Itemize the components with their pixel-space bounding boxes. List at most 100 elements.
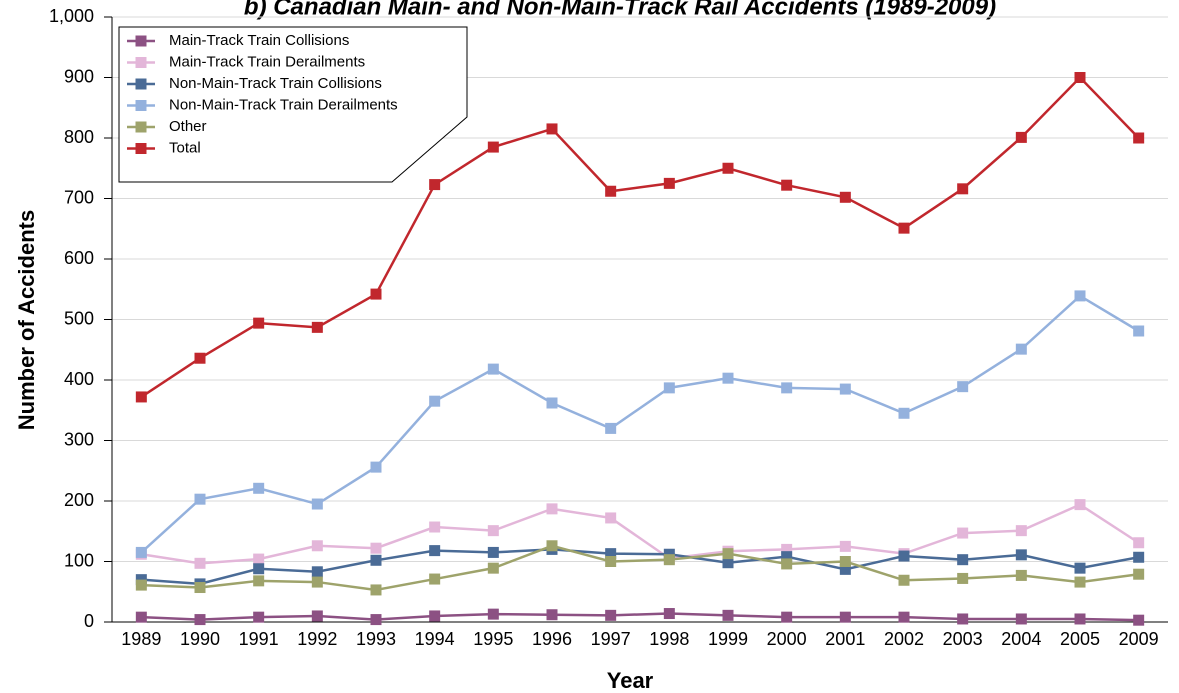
marker <box>487 546 499 558</box>
x-tick-label: 1999 <box>708 629 748 649</box>
marker <box>898 222 910 234</box>
marker <box>722 609 734 621</box>
legend-label: Main-Track Train Collisions <box>169 32 349 49</box>
marker <box>1015 549 1027 561</box>
marker <box>957 572 969 584</box>
marker <box>135 611 147 623</box>
legend-swatch <box>135 121 147 133</box>
marker <box>194 614 206 626</box>
marker <box>253 611 265 623</box>
marker <box>429 610 441 622</box>
marker <box>311 576 323 588</box>
marker <box>253 553 265 565</box>
marker <box>429 545 441 557</box>
marker <box>1015 131 1027 143</box>
marker <box>487 141 499 153</box>
marker <box>839 563 851 575</box>
marker <box>1133 325 1145 337</box>
marker <box>311 498 323 510</box>
marker <box>429 179 441 191</box>
marker <box>605 548 617 560</box>
legend-swatch <box>135 35 147 47</box>
legend-swatch <box>135 100 147 111</box>
x-tick-label: 1990 <box>180 629 220 649</box>
marker <box>663 608 675 620</box>
x-tick-label: 1993 <box>356 629 396 649</box>
marker <box>781 558 793 570</box>
legend-swatch <box>135 57 147 68</box>
y-tick-label: 800 <box>64 127 94 147</box>
marker <box>487 608 499 620</box>
marker <box>957 381 969 393</box>
marker <box>546 503 558 515</box>
marker <box>781 551 793 563</box>
series-line <box>141 544 1139 592</box>
legend-label: Other <box>169 118 207 135</box>
marker <box>1074 499 1086 511</box>
y-tick-label: 500 <box>64 308 94 328</box>
marker <box>429 573 441 585</box>
x-tick-label: 1998 <box>649 629 689 649</box>
marker <box>839 191 851 203</box>
marker <box>1133 132 1145 144</box>
marker <box>135 546 147 558</box>
marker <box>311 610 323 622</box>
marker <box>1015 525 1027 537</box>
x-tick-label: 2001 <box>825 629 865 649</box>
x-tick-label: 2000 <box>767 629 807 649</box>
marker <box>253 575 265 587</box>
marker <box>135 579 147 591</box>
marker <box>311 540 323 552</box>
marker <box>311 321 323 333</box>
marker <box>957 613 969 625</box>
marker <box>663 382 675 394</box>
y-tick-label: 100 <box>64 550 94 570</box>
marker <box>370 542 382 554</box>
marker <box>839 611 851 623</box>
marker <box>429 521 441 533</box>
marker <box>663 177 675 189</box>
marker <box>487 363 499 375</box>
x-tick-label: 1996 <box>532 629 572 649</box>
x-tick-label: 1991 <box>239 629 279 649</box>
legend-label: Non-Main-Track Train Derailments <box>169 96 398 113</box>
marker <box>605 556 617 567</box>
marker <box>605 512 617 524</box>
marker <box>1074 613 1086 625</box>
marker <box>1015 613 1027 625</box>
marker <box>1015 343 1027 355</box>
legend-box <box>118 26 468 183</box>
marker <box>722 557 734 569</box>
legend-swatch <box>135 78 147 90</box>
y-tick-label: 900 <box>64 66 94 86</box>
marker <box>781 611 793 623</box>
y-tick-label: 300 <box>64 429 94 449</box>
marker <box>546 540 558 552</box>
marker <box>370 614 382 626</box>
marker <box>957 554 969 566</box>
marker <box>839 540 851 552</box>
marker <box>898 574 910 586</box>
x-tick-label: 1989 <box>121 629 161 649</box>
series-line <box>141 612 1139 622</box>
marker <box>546 609 558 621</box>
legend-label: Total <box>169 139 201 156</box>
marker <box>1015 569 1027 581</box>
marker <box>253 482 265 494</box>
marker <box>839 383 851 395</box>
marker <box>1074 72 1086 83</box>
marker <box>194 557 206 569</box>
x-tick-label: 2004 <box>1001 629 1041 649</box>
marker <box>370 554 382 566</box>
marker <box>781 382 793 394</box>
x-tick-label: 1994 <box>415 629 455 649</box>
x-tick-label: 2003 <box>943 629 983 649</box>
marker <box>135 391 147 403</box>
y-tick-label: 600 <box>64 248 94 268</box>
series-line <box>140 294 1140 554</box>
marker <box>194 352 206 364</box>
marker <box>605 422 617 434</box>
marker <box>1133 568 1145 580</box>
marker <box>722 372 734 384</box>
